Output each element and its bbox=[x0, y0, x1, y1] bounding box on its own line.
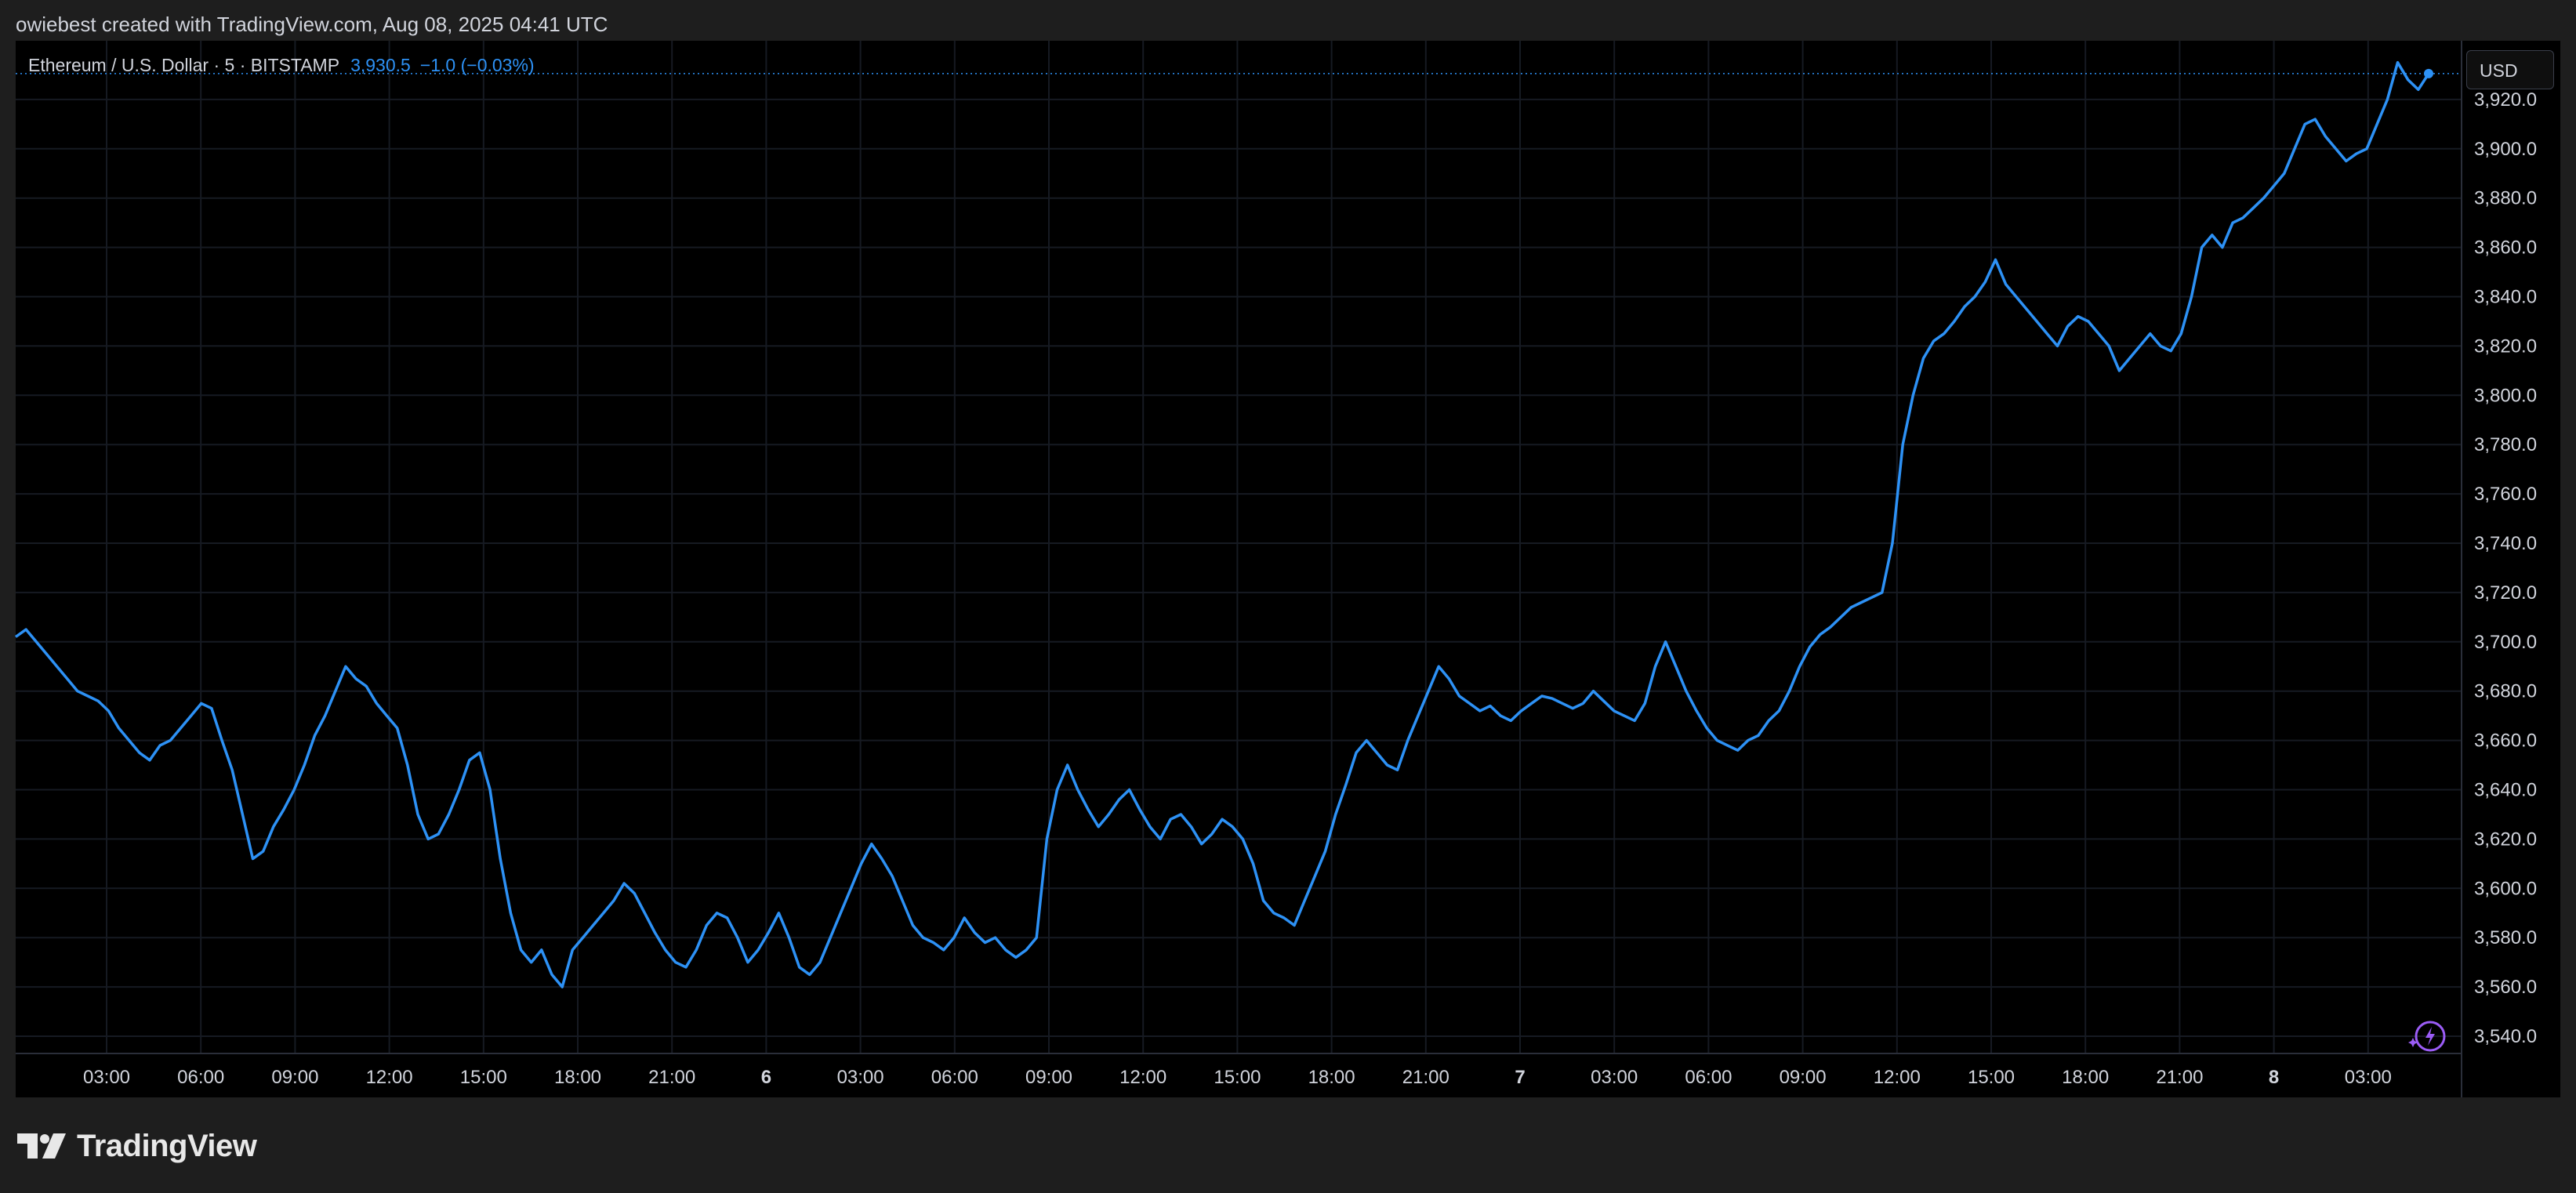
x-tick-label: 12:00 bbox=[366, 1067, 413, 1088]
last-price-marker bbox=[2424, 68, 2433, 78]
x-tick-label: 09:00 bbox=[271, 1067, 318, 1088]
y-tick-label: 3,900.0 bbox=[2474, 139, 2537, 160]
currency-button[interactable]: USD bbox=[2466, 50, 2554, 89]
x-tick-label: 03:00 bbox=[2345, 1067, 2392, 1088]
y-tick-label: 3,740.0 bbox=[2474, 533, 2537, 554]
y-tick-label: 3,660.0 bbox=[2474, 731, 2537, 752]
y-tick-label: 3,800.0 bbox=[2474, 385, 2537, 406]
y-tick-label: 3,860.0 bbox=[2474, 238, 2537, 259]
x-tick-label: 18:00 bbox=[1308, 1067, 1355, 1088]
y-tick-label: 3,580.0 bbox=[2474, 927, 2537, 948]
x-tick-label: 18:00 bbox=[2062, 1067, 2109, 1088]
y-tick-label: 3,700.0 bbox=[2474, 632, 2537, 653]
x-tick-label: 8 bbox=[2269, 1067, 2279, 1088]
lightning-sparkle-icon[interactable] bbox=[2408, 1019, 2446, 1053]
chart-grid bbox=[16, 41, 2462, 1053]
tradingview-brand: TradingView bbox=[17, 1124, 257, 1168]
chart-axes: 3,920.0 3,900.0 3,880.0 3,860.0 3,840.0 3,820… bbox=[16, 41, 2537, 1097]
x-tick-label: 15:00 bbox=[460, 1067, 507, 1088]
y-tick-label: 3,760.0 bbox=[2474, 484, 2537, 505]
symbol-name: Ethereum / U.S. Dollar · 5 · BITSTAMP bbox=[28, 55, 340, 75]
y-tick-label: 3,880.0 bbox=[2474, 188, 2537, 209]
y-tick-label: 3,600.0 bbox=[2474, 878, 2537, 899]
x-tick-label: 09:00 bbox=[1025, 1067, 1072, 1088]
price-change: −1.0 (−0.03%) bbox=[419, 55, 535, 75]
symbol-legend[interactable]: Ethereum / U.S. Dollar · 5 · BITSTAMP 3,9… bbox=[28, 55, 535, 76]
x-tick-label: 06:00 bbox=[1685, 1067, 1732, 1088]
x-tick-label: 15:00 bbox=[1968, 1067, 2015, 1088]
x-tick-label: 15:00 bbox=[1214, 1067, 1261, 1088]
tradingview-logo-icon bbox=[17, 1133, 66, 1159]
x-tick-label: 18:00 bbox=[554, 1067, 601, 1088]
x-tick-label: 09:00 bbox=[1780, 1067, 1827, 1088]
x-tick-label: 7 bbox=[1515, 1067, 1525, 1088]
x-tick-label: 03:00 bbox=[83, 1067, 130, 1088]
y-tick-label: 3,720.0 bbox=[2474, 582, 2537, 604]
y-tick-label: 3,820.0 bbox=[2474, 335, 2537, 357]
brand-name: TradingView bbox=[77, 1128, 257, 1163]
x-tick-label: 12:00 bbox=[1119, 1067, 1166, 1088]
price-line bbox=[14, 60, 2430, 988]
x-tick-label: 06:00 bbox=[177, 1067, 224, 1088]
x-tick-label: 06:00 bbox=[931, 1067, 978, 1088]
x-tick-label: 6 bbox=[761, 1067, 771, 1088]
y-tick-label: 3,620.0 bbox=[2474, 829, 2537, 850]
y-tick-label: 3,680.0 bbox=[2474, 681, 2537, 702]
y-tick-label: 3,780.0 bbox=[2474, 434, 2537, 455]
x-tick-label: 21:00 bbox=[2156, 1067, 2203, 1088]
x-tick-label: 03:00 bbox=[837, 1067, 884, 1088]
x-tick-label: 21:00 bbox=[1402, 1067, 1449, 1088]
x-tick-label: 21:00 bbox=[648, 1067, 695, 1088]
y-tick-label: 3,560.0 bbox=[2474, 977, 2537, 998]
y-tick-label: 3,540.0 bbox=[2474, 1026, 2537, 1047]
last-price: 3,930.5 bbox=[350, 55, 411, 75]
x-tick-label: 12:00 bbox=[1874, 1067, 1921, 1088]
x-tick-label: 03:00 bbox=[1591, 1067, 1638, 1088]
y-tick-label: 3,840.0 bbox=[2474, 287, 2537, 308]
price-line-layer bbox=[14, 60, 2462, 988]
chart-attribution: owiebest created with TradingView.com, A… bbox=[16, 13, 608, 36]
y-tick-label: 3,920.0 bbox=[2474, 89, 2537, 111]
y-tick-label: 3,640.0 bbox=[2474, 780, 2537, 801]
